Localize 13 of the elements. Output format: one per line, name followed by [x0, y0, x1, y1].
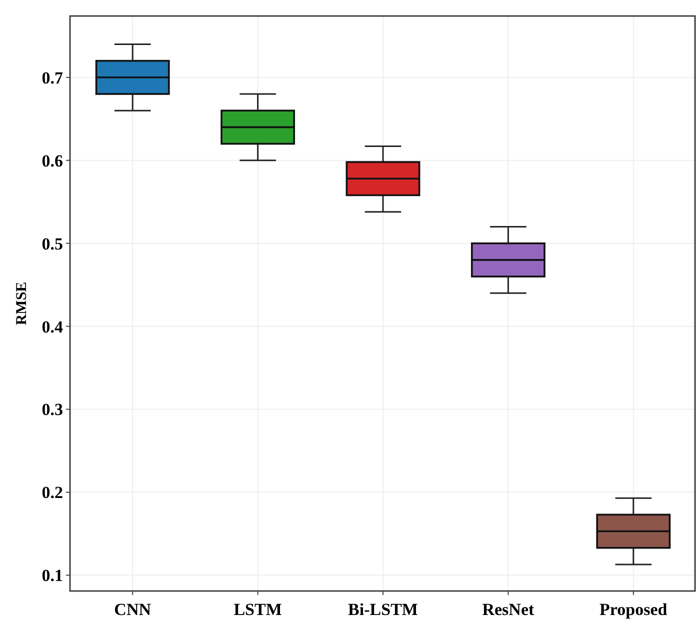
y-axis-title: RMSE	[14, 282, 30, 326]
y-tick-label: 0.1	[42, 566, 63, 586]
y-tick-label: 0.7	[42, 68, 64, 88]
y-tick-label: 0.2	[42, 483, 63, 502]
y-tick-label: 0.3	[42, 400, 63, 420]
y-tick-label: 0.6	[42, 151, 63, 170]
x-tick-label: LSTM	[234, 600, 282, 619]
x-tick-label: ResNet	[482, 600, 534, 619]
x-tick-label: Proposed	[600, 600, 668, 619]
x-tick-label: CNN	[114, 600, 152, 619]
y-tick-label: 0.5	[42, 234, 63, 254]
y-tick-label: 0.4	[42, 317, 64, 336]
x-tick-label: Bi-LSTM	[348, 600, 418, 619]
